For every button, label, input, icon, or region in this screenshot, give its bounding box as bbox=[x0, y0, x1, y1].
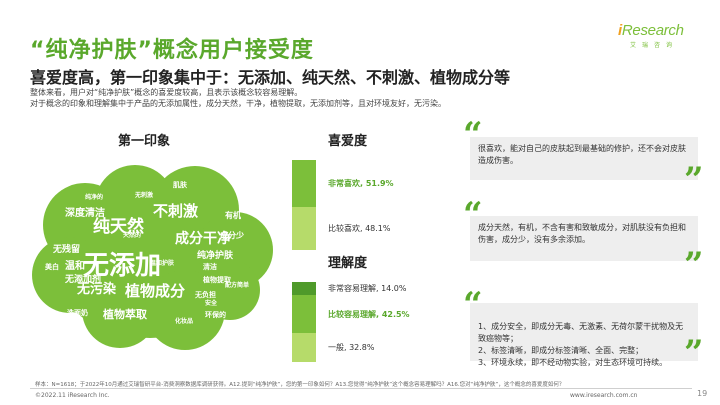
headline: 喜爱度高，第一印象集中于：无添加、纯天然、不刺激、植物成分等 bbox=[30, 68, 511, 87]
understanding-stacked-bar: 非常容易理解, 14.0% 比较容易理解, 42.5% 一般, 32.8% bbox=[292, 282, 492, 362]
cloud-word: 天然的 bbox=[123, 232, 142, 239]
liking-header: 喜爱度 bbox=[328, 134, 368, 149]
bar-segment bbox=[292, 294, 316, 333]
page-title: “纯净护肤”概念用户接受度 bbox=[30, 38, 314, 63]
description: 整体来看，用户对“纯净护肤”概念的喜爱度较高，且表示该概念较容易理解。 对于概念… bbox=[30, 88, 446, 108]
bar-label: 一般, 32.8% bbox=[328, 343, 375, 353]
cloud-word: 温和 bbox=[65, 261, 85, 272]
cloud-word: 不刺激 bbox=[153, 202, 199, 220]
liking-stacked-bar: 非常喜欢, 51.9% 比较喜欢, 48.1% bbox=[292, 160, 492, 250]
understanding-header: 理解度 bbox=[328, 256, 368, 271]
quote-box-2: 成分天然，有机，不含有害和致敏成分，对肌肤没有负担和伤害，成分少，没有多余添加。 bbox=[470, 216, 698, 261]
cloud-word: 成分干净 bbox=[175, 231, 231, 247]
bar-segment bbox=[292, 282, 316, 295]
cloud-word: 无添加 bbox=[83, 251, 162, 281]
sample-note: 样本：N=1618；于2022年10月通过艾瑞智研平台-消费洞察数据库调研获得。… bbox=[35, 382, 565, 388]
cloud-word: 无残留 bbox=[53, 245, 81, 255]
bar-label: 比较喜欢, 48.1% bbox=[328, 224, 391, 234]
cloud-word: 洗面奶 bbox=[67, 309, 88, 317]
cloud-word: 环保的 bbox=[205, 311, 226, 319]
copyright: ©2022.11 iResearch Inc. bbox=[35, 392, 110, 399]
bar-segment bbox=[292, 206, 316, 250]
bar-label: 非常容易理解, 14.0% bbox=[328, 284, 407, 294]
cloud-word: 纯天然 bbox=[93, 217, 144, 237]
cloud-word: 美白 bbox=[45, 263, 59, 271]
word-cloud: 无添加 植物成分 纯天然 不刺激成分干净无污染植物萃取 深度清洁纯净护肤温和 无残留无添加… bbox=[25, 150, 275, 355]
cloud-word: 肌肤 bbox=[173, 181, 187, 189]
cloud-word: 清洁 bbox=[203, 263, 217, 271]
cloud-word: 植物提取 bbox=[203, 276, 231, 284]
cloud-word: 无污染 bbox=[77, 282, 117, 297]
cloud-word: 植物萃取 bbox=[103, 308, 147, 321]
quote-close-icon: ” bbox=[684, 245, 704, 285]
bar-label: 比较容易理解, 42.5% bbox=[328, 309, 410, 319]
quote-close-icon: ” bbox=[684, 333, 704, 373]
cloud-word: 成分少 bbox=[220, 231, 244, 240]
bar-segment bbox=[292, 332, 316, 362]
cloud-word: 纯净的 bbox=[85, 194, 104, 201]
cloud-word: 配方简单 bbox=[225, 282, 250, 289]
cloud-word: 无负担 bbox=[195, 291, 216, 299]
cloud-word: 化妆品 bbox=[175, 318, 194, 325]
cloud-word: 纯净护肤 bbox=[197, 251, 234, 261]
cloud-word: 深度清洁 bbox=[65, 208, 105, 219]
cloud-word: 植物成分 bbox=[125, 282, 186, 300]
first-impression-header: 第一印象 bbox=[118, 134, 171, 149]
quote-box-3: 1、成分安全，即成分无毒、无激素、无荷尔蒙干扰物及无致癌物等； 2、标签清晰，即… bbox=[470, 303, 698, 367]
cloud-shape bbox=[32, 165, 273, 350]
page-number: 19 bbox=[697, 389, 708, 398]
cloud-word: 温和护肤 bbox=[150, 260, 175, 267]
bar-label: 非常喜欢, 51.9% bbox=[328, 179, 394, 189]
bar-segment bbox=[292, 160, 316, 207]
iresearch-logo: iResearch 艾瑞咨询 bbox=[618, 22, 684, 49]
website: www.iresearch.com.cn bbox=[570, 392, 638, 399]
cloud-word: 安全 bbox=[205, 300, 218, 307]
footer-divider bbox=[30, 388, 692, 389]
cloud-word: 无刺激 bbox=[135, 192, 154, 199]
quote-close-icon: ” bbox=[684, 160, 704, 200]
cloud-word: 有机 bbox=[225, 211, 241, 220]
cloud-word: 无添加剂 bbox=[65, 275, 102, 285]
quote-box-1: 很喜欢，能对自己的皮肤起到最基础的修护，还不会对皮肤造成伤害。 bbox=[470, 137, 698, 180]
